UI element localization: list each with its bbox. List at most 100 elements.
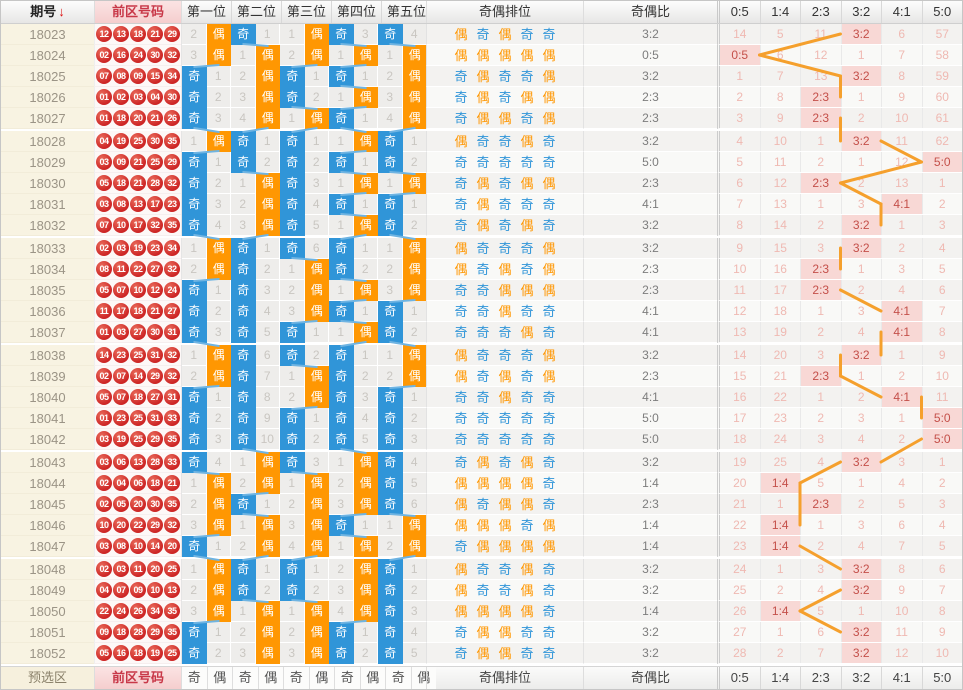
ratio-miss-cell: 1 (800, 515, 841, 535)
even-badge: 偶 (255, 601, 280, 622)
miss-count-cell: 2 (304, 429, 329, 450)
ratio-cell: 3:2 (583, 643, 717, 664)
lottery-ball: 09 (96, 624, 112, 640)
odd-badge: 奇 (329, 152, 354, 173)
miss-count-cell: 3 (206, 322, 231, 343)
lottery-ball: 07 (113, 389, 129, 405)
chart-row: 18026 01 02 03 04 30 奇 2 3 偶奇 2 1 偶 3 偶奇偶奇偶偶 2:3 2 8 2:3 1 9… (1, 87, 962, 108)
ratio-miss-cell: 24 (759, 429, 801, 449)
header-row: 期号 ↓ 前区号码 第一位 第二位 第三位 第四位 第五位 奇偶排位 奇偶比 0:… (1, 1, 962, 24)
ratio-miss-cell: 2 (759, 643, 801, 663)
miss-count-cell: 3 (182, 45, 207, 66)
ratio-miss-cell: 1 (800, 194, 841, 214)
odd-badge: 奇 (378, 322, 403, 343)
even-badge: 偶 (206, 494, 231, 515)
miss-count-cell: 1 (280, 259, 305, 280)
miss-count-cell: 1 (353, 622, 378, 643)
chart-row: 18046 10 20 22 29 32 3 偶 1 偶 3 偶奇 1 1 偶偶偶偶奇偶 1:4 22 1:4 1 3… (1, 515, 962, 536)
odd-badge: 奇 (280, 580, 305, 601)
period-cell: 18025 (1, 66, 94, 87)
parity-char: 奇 (476, 389, 490, 405)
ratio-miss-cell: 13 (800, 66, 841, 86)
chart-row: 18035 05 07 10 12 24 奇 1 奇 3 2 偶 1 偶 3 偶奇奇偶偶偶 2:3 11 17 2:3… (1, 280, 962, 301)
odd-badge: 奇 (378, 473, 403, 494)
parity-char: 奇 (454, 431, 468, 447)
lottery-ball: 03 (113, 324, 129, 340)
footer-pattern-cell: 奇 (283, 667, 309, 689)
ratio-cell: 5:0 (583, 429, 717, 450)
ratio-stats-cells: 16 22 1 2 4:1 11 (717, 387, 962, 408)
lottery-ball: 33 (164, 454, 180, 470)
parity-sequence-cell: 偶奇偶偶奇 (426, 494, 583, 515)
lottery-ball: 07 (113, 582, 129, 598)
ratio-hit-cell: 3:2 (840, 24, 881, 44)
header-period[interactable]: 期号 ↓ (1, 1, 94, 23)
lottery-ball: 07 (96, 68, 112, 84)
footer-row: 预选区 前区号码 奇 偶 奇 偶 奇 偶 奇 偶 奇 偶 奇偶排位 奇偶比 0:… (1, 666, 962, 689)
even-badge: 偶 (402, 515, 427, 536)
period-cell: 18024 (1, 45, 94, 66)
ratio-miss-cell: 1 (840, 87, 882, 107)
parity-char: 奇 (498, 217, 512, 233)
odd-badge: 奇 (231, 345, 256, 366)
lottery-ball: 10 (96, 517, 112, 533)
chart-row: 18036 11 17 18 21 27 奇 2 奇 4 3 偶奇 1 奇 1 奇奇偶奇奇 4:1 12 18 1 3 4… (1, 301, 962, 322)
miss-count-cell: 1 (304, 322, 329, 343)
miss-count-cell: 1 (329, 322, 354, 343)
ratio-cell: 5:0 (583, 152, 717, 173)
ratio-miss-cell: 1 (800, 387, 841, 407)
ratio-miss-cell: 1 (840, 259, 882, 279)
numbers-cell: 04 19 25 30 35 (94, 131, 181, 152)
lottery-ball: 01 (96, 324, 112, 340)
lottery-ball: 17 (113, 303, 129, 319)
parity-char: 偶 (498, 261, 512, 277)
numbers-cell: 02 04 06 18 21 (94, 473, 181, 494)
period-cell: 18048 (1, 559, 94, 580)
miss-count-cell: 2 (280, 387, 305, 408)
lottery-ball: 22 (130, 261, 146, 277)
odd-badge: 奇 (378, 387, 403, 408)
row-group: 18038 14 23 25 31 32 1 偶奇 6 奇 2 奇 1 1 偶偶奇奇奇偶 3:2 14 20 3 3:… (1, 345, 962, 450)
odd-badge: 奇 (280, 173, 305, 194)
lottery-ball: 02 (96, 496, 112, 512)
miss-count-cell: 3 (304, 173, 329, 194)
ratio-hit-cell: 4:1 (881, 301, 922, 321)
footer-pattern-cell: 偶 (359, 667, 385, 689)
lottery-ball: 11 (113, 261, 129, 277)
lottery-ball: 03 (130, 89, 146, 105)
ratio-miss-cell: 7 (921, 301, 963, 321)
odd-badge: 奇 (182, 387, 207, 408)
miss-count-cell: 1 (182, 473, 207, 494)
miss-count-cell: 4 (304, 194, 329, 215)
ratio-miss-cell: 6 (736, 176, 744, 190)
ratio-stats-cells: 0:5 6 12 1 7 58 (717, 45, 962, 66)
parity-char: 偶 (520, 175, 534, 191)
parity-char: 偶 (520, 561, 534, 577)
odd-badge: 奇 (231, 322, 256, 343)
ratio-miss-cell: 23 (759, 408, 801, 428)
odd-badge: 奇 (378, 194, 403, 215)
lottery-ball: 22 (96, 603, 112, 619)
lottery-ball: 16 (113, 645, 129, 661)
miss-count-cell: 1 (304, 559, 329, 580)
odd-badge: 奇 (182, 280, 207, 301)
miss-count-cell: 3 (353, 24, 378, 45)
odd-badge: 奇 (231, 580, 256, 601)
ratio-miss-cell: 22 (733, 518, 747, 532)
ratio-cell: 2:3 (583, 366, 717, 387)
ratio-miss-cell: 7 (800, 643, 841, 663)
ratio-cell: 1:4 (583, 473, 717, 494)
lottery-ball: 24 (113, 603, 129, 619)
ratio-stats-cells: 25 2 4 3:2 9 7 (717, 580, 962, 601)
miss-count-cell: 4 (402, 622, 427, 643)
ratio-miss-cell: 2 (840, 108, 882, 128)
miss-count-cell: 1 (329, 87, 354, 108)
ratio-miss-cell: 2 (921, 194, 963, 214)
ratio-miss-cell: 22 (759, 387, 801, 407)
even-badge: 偶 (206, 345, 231, 366)
